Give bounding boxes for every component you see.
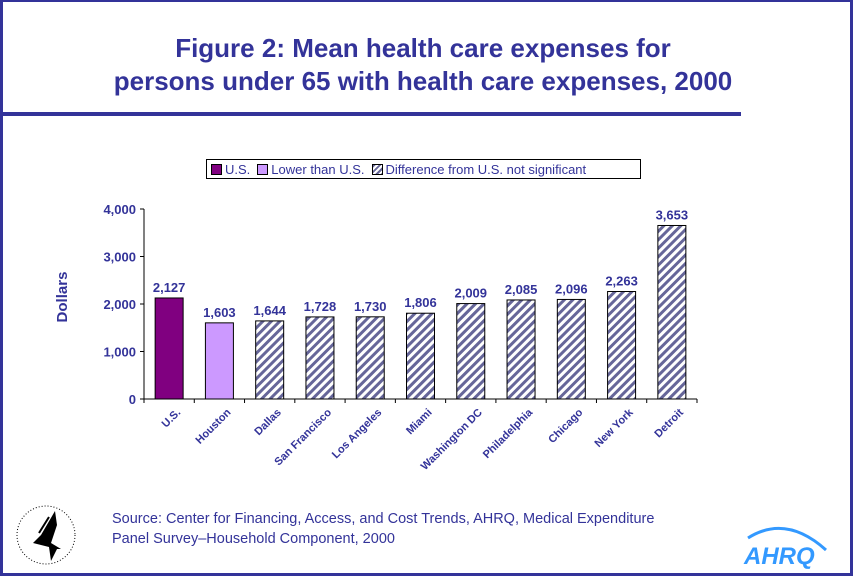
data-label: 1,730 <box>354 299 387 314</box>
legend-item-lower: Lower than U.S. <box>257 161 365 177</box>
legend-label: Lower than U.S. <box>271 161 365 177</box>
data-label: 1,603 <box>203 305 236 320</box>
bar-new-york <box>607 291 637 400</box>
legend-swatch-us <box>211 163 222 175</box>
x-tick-label: Houston <box>194 406 234 446</box>
y-tick-label: 4,000 <box>103 202 136 217</box>
data-label: 3,653 <box>656 207 689 222</box>
bar-philadelphia <box>506 299 536 400</box>
x-tick-label: Dallas <box>252 407 283 438</box>
x-tick-label: Los Angeles <box>330 407 384 461</box>
title-divider <box>3 112 741 116</box>
hhs-logo <box>16 505 76 565</box>
source-line-2: Panel Survey–Household Component, 2000 <box>112 531 395 547</box>
legend-swatch-ns <box>371 163 383 175</box>
data-label: 2,085 <box>505 282 538 297</box>
bar-miami <box>406 312 435 400</box>
legend-item-ns: Difference from U.S. not significant <box>371 161 587 177</box>
y-axis-label: Dollars <box>54 272 71 323</box>
x-tick-label: Chicago <box>546 406 585 445</box>
y-tick-label: 3,000 <box>103 250 136 265</box>
x-tick-label: Detroit <box>652 406 686 440</box>
data-label: 1,644 <box>253 303 286 318</box>
bar-chicago <box>556 298 586 400</box>
y-tick-label: 1,000 <box>103 345 136 360</box>
x-tick-label: Miami <box>404 407 435 438</box>
x-tick-label: Philadelphia <box>481 406 536 461</box>
data-label: 1,728 <box>304 299 337 314</box>
source-note: Source: Center for Financing, Access, an… <box>112 509 654 549</box>
y-tick-label: 2,000 <box>103 297 136 312</box>
data-label: 2,127 <box>153 280 186 295</box>
bar-washington-dc <box>456 303 486 400</box>
data-label: 1,806 <box>404 295 437 310</box>
bar-u-s- <box>154 297 184 400</box>
title-line-2: persons under 65 with health care expens… <box>113 66 733 96</box>
legend-label: U.S. <box>225 161 251 177</box>
x-tick-label: New York <box>592 406 636 450</box>
title-line-1: Figure 2: Mean health care expenses for <box>175 33 671 63</box>
legend: U.S. Lower than U.S. Difference from U.S… <box>206 159 641 179</box>
bar-san-francisco <box>305 316 335 400</box>
bar-dallas <box>255 320 285 400</box>
data-label: 2,263 <box>605 274 638 289</box>
bar-detroit <box>657 224 687 400</box>
chart-title: Figure 2: Mean health care expenses for … <box>63 32 783 98</box>
y-tick-label: 0 <box>129 392 136 407</box>
bar-chart: 0 1,000 2,000 3,000 4,000 2,127 U.S. 1,603 Hous… <box>54 202 698 473</box>
legend-label: Difference from U.S. not significant <box>385 161 587 177</box>
bar-houston <box>204 322 234 400</box>
source-line-1: Source: Center for Financing, Access, an… <box>112 511 655 527</box>
legend-item-us: U.S. <box>211 162 250 177</box>
ahrq-logo: AHRQ <box>743 526 828 570</box>
svg-text:AHRQ: AHRQ <box>743 543 815 570</box>
data-label: 2,009 <box>454 286 487 301</box>
bar-los-angeles <box>355 316 385 400</box>
data-label: 2,096 <box>555 281 588 296</box>
x-tick-label: U.S. <box>160 407 184 431</box>
legend-swatch-lower <box>257 163 269 175</box>
